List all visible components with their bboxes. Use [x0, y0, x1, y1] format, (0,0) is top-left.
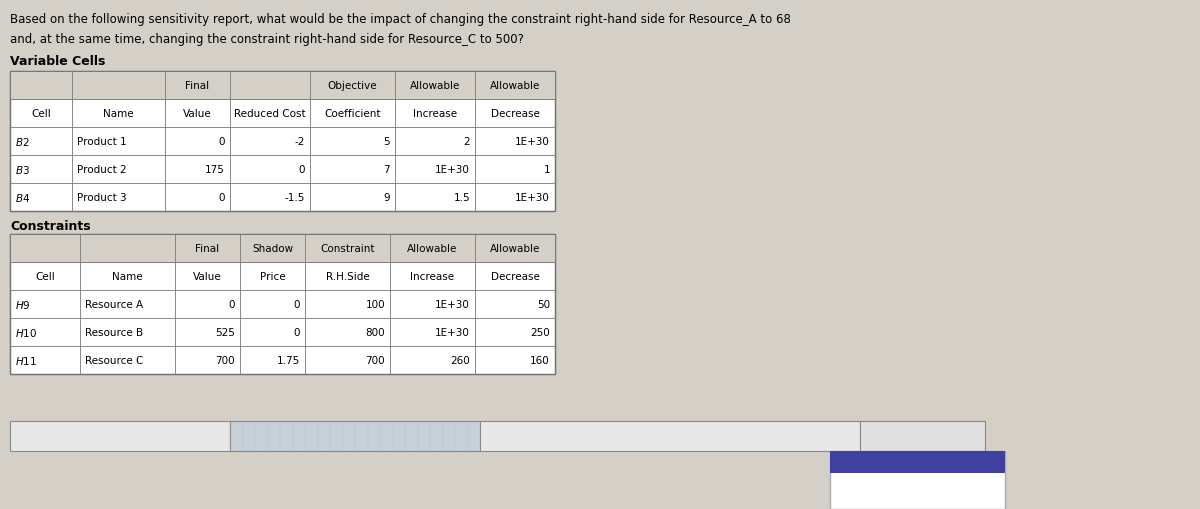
Text: Resource A: Resource A [85, 299, 143, 309]
Text: 1.75: 1.75 [277, 355, 300, 365]
FancyBboxPatch shape [830, 451, 1006, 473]
Text: ▼ 100%.: ▼ 100%. [868, 431, 916, 441]
Text: $H$9: $H$9 [16, 298, 31, 310]
Text: 525: 525 [215, 327, 235, 337]
Text: 50: 50 [536, 299, 550, 309]
Text: because the total change in the constraint right-hand sides: because the total change in the constrai… [488, 431, 820, 441]
FancyBboxPatch shape [10, 421, 230, 451]
Text: 7: 7 [383, 165, 390, 175]
Text: Product 3: Product 3 [77, 192, 127, 203]
FancyBboxPatch shape [830, 451, 1006, 509]
Text: 1.5: 1.5 [454, 192, 470, 203]
Text: $B$4: $B$4 [16, 191, 30, 204]
Text: 100: 100 [365, 299, 385, 309]
Text: -2: -2 [295, 137, 305, 147]
Text: 1: 1 [544, 165, 550, 175]
Text: Increase: Increase [410, 271, 455, 281]
Text: -1.5: -1.5 [284, 192, 305, 203]
Text: does not exceed: does not exceed [838, 457, 930, 467]
FancyBboxPatch shape [10, 235, 554, 263]
Text: Constraints: Constraints [10, 220, 91, 233]
Text: R.H.Side: R.H.Side [325, 271, 370, 281]
Text: 1E+30: 1E+30 [436, 165, 470, 175]
Text: Increase: Increase [413, 109, 457, 119]
Text: 5: 5 [383, 137, 390, 147]
Text: Name: Name [112, 271, 143, 281]
Text: Objective: Objective [328, 81, 377, 91]
Text: Variable Cells: Variable Cells [10, 55, 106, 68]
Text: Decrease: Decrease [491, 109, 540, 119]
Text: 260: 260 [450, 355, 470, 365]
Text: does exceed: does exceed [838, 490, 908, 500]
Text: 0: 0 [294, 299, 300, 309]
Text: Coefficient: Coefficient [324, 109, 380, 119]
Text: 800: 800 [365, 327, 385, 337]
Text: and, at the same time, changing the constraint right-hand side for Resource_C to: and, at the same time, changing the cons… [10, 34, 524, 46]
Text: 0: 0 [228, 299, 235, 309]
Text: 2: 2 [463, 137, 470, 147]
Text: Cell: Cell [35, 271, 55, 281]
Text: 9: 9 [383, 192, 390, 203]
Text: Cell: Cell [31, 109, 50, 119]
Text: Resource B: Resource B [85, 327, 143, 337]
Text: Allowable: Allowable [410, 81, 460, 91]
Text: Decrease: Decrease [491, 271, 540, 281]
Text: Price: Price [259, 271, 286, 281]
FancyBboxPatch shape [860, 421, 985, 451]
Text: 1E+30: 1E+30 [436, 299, 470, 309]
Text: Constraint: Constraint [320, 243, 374, 253]
Text: $B$3: $B$3 [16, 164, 30, 176]
Text: $B$2: $B$2 [16, 136, 30, 148]
Text: Resource C: Resource C [85, 355, 143, 365]
Text: $H$11: $H$11 [16, 354, 37, 366]
Text: Allowable: Allowable [490, 243, 540, 253]
Text: Based on the following sensitivity report, what would be the impact of changing : Based on the following sensitivity repor… [10, 13, 791, 26]
Text: $H$10: $H$10 [16, 326, 37, 338]
FancyBboxPatch shape [10, 72, 554, 100]
Text: 1E+30: 1E+30 [436, 327, 470, 337]
Text: Final: Final [196, 243, 220, 253]
Text: Shadow: Shadow [252, 243, 293, 253]
Text: Product 2: Product 2 [77, 165, 127, 175]
Text: Allowable: Allowable [407, 243, 457, 253]
Text: Value: Value [193, 271, 222, 281]
Text: 0: 0 [218, 137, 226, 147]
Text: 1E+30: 1E+30 [515, 192, 550, 203]
Text: Reduced Cost: Reduced Cost [234, 109, 306, 119]
Text: 0: 0 [294, 327, 300, 337]
Text: 700: 700 [215, 355, 235, 365]
Text: Value: Value [184, 109, 212, 119]
Text: Product 1: Product 1 [77, 137, 127, 147]
FancyBboxPatch shape [230, 421, 480, 451]
Text: Applying the 100% rule,: Applying the 100% rule, [18, 431, 152, 441]
Text: Name: Name [103, 109, 134, 119]
FancyBboxPatch shape [480, 421, 860, 451]
Text: 175: 175 [205, 165, 226, 175]
Text: 0: 0 [218, 192, 226, 203]
FancyBboxPatch shape [10, 235, 554, 374]
Text: Final: Final [186, 81, 210, 91]
FancyBboxPatch shape [10, 72, 554, 212]
Text: 0: 0 [299, 165, 305, 175]
Text: 160: 160 [530, 355, 550, 365]
Text: 1E+30: 1E+30 [515, 137, 550, 147]
Text: 250: 250 [530, 327, 550, 337]
Text: Allowable: Allowable [490, 81, 540, 91]
Text: 700: 700 [365, 355, 385, 365]
